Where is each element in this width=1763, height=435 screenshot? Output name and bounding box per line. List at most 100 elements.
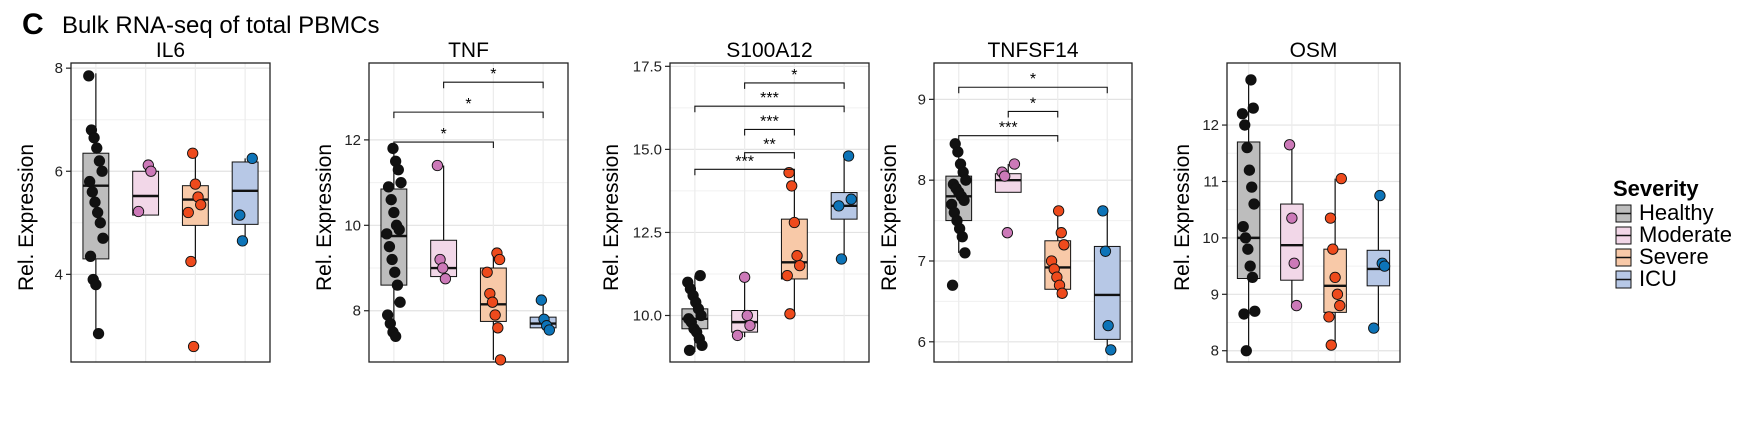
data-point <box>1246 181 1258 193</box>
data-point <box>1237 220 1249 233</box>
y-tick-label: 10.0 <box>633 307 662 324</box>
y-tick-label: 15.0 <box>633 141 662 158</box>
box-icu <box>1093 205 1121 356</box>
data-point <box>683 344 696 357</box>
data-point <box>246 152 258 165</box>
data-point <box>145 165 157 177</box>
data-point <box>1239 232 1252 244</box>
figure-title: Bulk RNA-seq of total PBMCs <box>62 12 379 39</box>
data-point <box>786 180 798 192</box>
data-point <box>794 260 806 272</box>
y-axis-label: Rel. Expression <box>600 144 623 291</box>
data-point <box>489 309 501 321</box>
chart-title: S100A12 <box>726 39 812 62</box>
data-point <box>695 309 707 322</box>
data-point <box>182 206 194 219</box>
data-point <box>481 266 493 278</box>
y-tick-label: 12 <box>344 132 361 149</box>
data-point <box>1001 227 1014 239</box>
data-point <box>1334 299 1346 312</box>
y-tick-label: 9 <box>918 91 926 108</box>
data-point <box>1324 212 1337 224</box>
significance-label: * <box>465 96 471 113</box>
box-iqr <box>1236 141 1261 280</box>
bracket-line <box>694 168 795 176</box>
data-point <box>1056 287 1068 299</box>
data-point <box>959 247 971 259</box>
chart-title: TNFSF14 <box>987 39 1078 62</box>
data-point <box>744 319 756 332</box>
legend-entry-moderate: Moderate <box>1615 222 1732 247</box>
data-point <box>1239 119 1251 131</box>
box-healthy <box>681 269 709 357</box>
y-tick-label: 4 <box>55 266 63 283</box>
data-point <box>187 147 199 159</box>
chart-il6: IL6 4 6 8 Rel. Expression <box>15 39 271 363</box>
box-healthy <box>1236 74 1261 357</box>
data-point <box>1099 245 1112 257</box>
data-point <box>833 200 845 212</box>
data-point <box>946 279 959 291</box>
significance-bracket: * <box>958 71 1108 94</box>
legend-entry-severe: Severe <box>1615 244 1709 269</box>
data-point <box>1329 271 1341 284</box>
data-point <box>1238 308 1250 320</box>
data-point <box>386 253 398 266</box>
box-severe <box>1044 205 1072 299</box>
significance-bracket: * <box>393 96 544 119</box>
data-point <box>1242 243 1254 255</box>
data-point <box>842 150 855 162</box>
data-point <box>784 308 796 320</box>
data-point <box>1249 305 1261 317</box>
data-point <box>431 159 444 172</box>
data-point <box>835 253 848 265</box>
significance-bracket: * <box>393 126 494 149</box>
bracket-line <box>694 105 845 113</box>
significance-label: *** <box>735 153 754 170</box>
data-point <box>382 181 395 193</box>
y-tick-label: 8 <box>55 60 63 77</box>
plot-frame <box>368 62 569 363</box>
charts-group: IL6 4 6 8 Rel. Expression TNF 8 10 12 Rel. Expres… <box>15 39 1401 366</box>
data-point <box>92 327 105 340</box>
legend-label: ICU <box>1639 266 1677 291</box>
data-point <box>741 309 753 322</box>
box-icu <box>830 150 858 265</box>
data-point <box>93 155 106 167</box>
data-point <box>189 178 202 190</box>
chart-title: TNF <box>448 39 489 62</box>
bracket-line <box>1007 110 1059 118</box>
data-point <box>1378 260 1391 272</box>
y-tick-label: 10 <box>344 217 361 234</box>
data-point <box>1335 173 1347 185</box>
data-point <box>1247 102 1259 114</box>
significance-label: *** <box>760 113 779 130</box>
box-icu <box>231 152 259 247</box>
data-point <box>788 216 801 229</box>
data-point <box>84 175 96 188</box>
chart-tnf: TNF 8 10 12 Rel. Expression * * * <box>313 39 569 366</box>
data-point <box>88 132 100 144</box>
legend-entry-healthy: Healthy <box>1615 200 1714 225</box>
significance-label: *** <box>999 120 1018 137</box>
box-moderate <box>731 271 759 342</box>
data-point <box>493 253 506 266</box>
box-severe <box>181 147 209 353</box>
data-point <box>694 269 706 282</box>
box-healthy <box>945 138 973 291</box>
data-point <box>195 199 207 211</box>
data-point <box>97 232 109 244</box>
data-point <box>86 186 98 198</box>
data-point <box>394 296 406 308</box>
data-point <box>89 196 101 208</box>
y-tick-label: 6 <box>918 334 926 351</box>
y-tick-label: 8 <box>1211 343 1219 360</box>
data-point <box>1368 322 1380 334</box>
significance-bracket: *** <box>744 113 795 136</box>
data-point <box>1097 205 1109 217</box>
box-moderate <box>994 158 1022 239</box>
data-point <box>1243 164 1256 176</box>
data-point <box>234 209 246 221</box>
